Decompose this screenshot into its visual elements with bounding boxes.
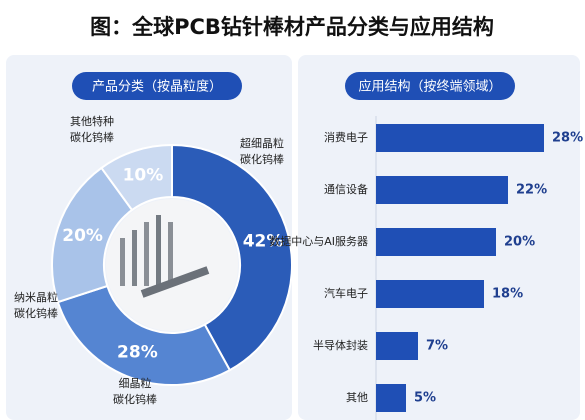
category-label: 超细晶粒碳化钨棒: [240, 136, 284, 166]
category-label: 消费电子: [324, 130, 368, 144]
bar: [376, 280, 484, 308]
chart-title: 应用结构（按终端领域）: [358, 79, 501, 95]
rods-image: [106, 199, 238, 331]
page-title: 图：全球PCB钻针棒材产品分类与应用结构: [90, 15, 494, 39]
value-label: 42%: [243, 232, 284, 252]
bar: [376, 384, 406, 412]
category-label: 半导体封装: [313, 338, 368, 352]
category-label: 纳米晶粒碳化钨棒: [14, 290, 58, 320]
category-label: 其他特种碳化钨棒: [70, 114, 114, 144]
donut-slice: [56, 284, 232, 386]
bar: [376, 332, 418, 360]
value-label: 20%: [504, 235, 535, 250]
category-label: 其他: [346, 391, 368, 404]
chart-title: 产品分类（按晶粒度）: [92, 79, 222, 95]
value-label: 28%: [552, 131, 583, 146]
donut-slice: [100, 143, 173, 212]
value-label: 10%: [123, 166, 164, 186]
bar: [376, 124, 544, 152]
bar: [376, 228, 496, 256]
value-label: 7%: [426, 339, 448, 354]
value-label: 5%: [414, 391, 436, 406]
category-label: 汽车电子: [324, 286, 368, 300]
bar: [376, 176, 508, 204]
category-label: 通信设备: [324, 182, 368, 196]
value-label: 20%: [62, 226, 103, 246]
value-label: 22%: [516, 183, 547, 198]
value-label: 28%: [117, 342, 158, 362]
category-label: 细晶粒碳化钨棒: [113, 376, 157, 406]
value-label: 18%: [492, 287, 523, 302]
category-label: 数据中心与AI服务器: [269, 234, 368, 248]
header-pill: [345, 72, 515, 100]
header-pill: [72, 72, 242, 100]
donut-slice: [171, 143, 293, 372]
